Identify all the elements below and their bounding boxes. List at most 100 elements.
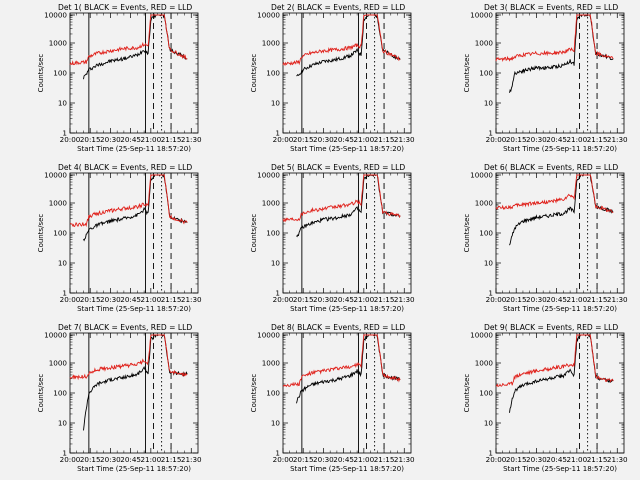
x-axis-label: Start Time (25-Sep-11 18:57:20) (290, 305, 404, 313)
x-tick-label: 21:30 (607, 295, 628, 304)
series-red-line (69, 334, 188, 381)
x-tick-label: 20:15 (293, 135, 314, 144)
panel-title: Det 7( BLACK = Events, RED = LLD (58, 323, 192, 332)
panel-title: Det 5( BLACK = Events, RED = LLD (271, 163, 405, 172)
x-tick-label: 20:30 (526, 455, 547, 464)
x-tick-label: 21:30 (394, 295, 415, 304)
x-tick-label: 21:30 (181, 295, 202, 304)
y-tick-label: 10000 (257, 171, 280, 180)
plot-frame (495, 172, 625, 294)
y-tick-label: 100 (479, 389, 493, 398)
y-tick-label: 10 (58, 99, 68, 108)
x-tick-label: 20:00 (273, 295, 294, 304)
panel-det-3: 1 10 100 1000 10000 20:00 20:15 20:30 20:45 21:00… (463, 3, 628, 153)
x-tick-label: 20:30 (313, 295, 334, 304)
panel-title: Det 2( BLACK = Events, RED = LLD (271, 3, 405, 12)
y-tick-label: 1000 (262, 199, 281, 208)
series-black-line (83, 13, 188, 80)
y-tick-label: 1000 (475, 199, 494, 208)
y-tick-label: 10 (58, 419, 68, 428)
plot-frame (69, 172, 199, 294)
series-red-line (495, 14, 614, 62)
x-axis-label: Start Time (25-Sep-11 18:57:20) (77, 305, 191, 313)
x-tick-label: 21:00 (353, 135, 374, 144)
y-tick-label: 1 (62, 129, 67, 138)
x-tick-label: 21:15 (161, 135, 182, 144)
y-tick-label: 100 (266, 389, 280, 398)
panel-title: Det 1( BLACK = Events, RED = LLD (58, 3, 192, 12)
y-tick-label: 100 (479, 69, 493, 78)
y-axis-label: Counts/sec (37, 374, 45, 413)
panel-det-7: 1 10 100 1000 10000 20:00 20:15 20:30 20:45 21:00… (37, 323, 202, 473)
x-tick-label: 21:00 (353, 455, 374, 464)
plot-frame (69, 12, 199, 134)
y-tick-label: 1 (275, 449, 280, 458)
y-tick-label: 1 (488, 289, 493, 298)
x-tick-label: 21:30 (181, 455, 202, 464)
y-tick-label: 1000 (262, 39, 281, 48)
x-axis-label: Start Time (25-Sep-11 18:57:20) (77, 145, 191, 153)
x-axis-label: Start Time (25-Sep-11 18:57:20) (503, 465, 617, 473)
x-tick-label: 20:45 (333, 295, 354, 304)
x-tick-label: 20:00 (60, 135, 81, 144)
x-tick-label: 21:00 (566, 295, 587, 304)
y-axis-label: Counts/sec (250, 374, 258, 413)
plot-frame (69, 332, 199, 454)
plot-frame (282, 172, 412, 294)
y-axis-label: Counts/sec (463, 54, 471, 93)
x-tick-label: 21:30 (607, 455, 628, 464)
x-tick-label: 21:00 (353, 295, 374, 304)
y-tick-label: 10 (271, 259, 281, 268)
x-tick-label: 21:00 (566, 455, 587, 464)
y-tick-label: 10 (484, 419, 494, 428)
x-tick-label: 20:15 (80, 455, 101, 464)
x-tick-label: 20:00 (486, 135, 507, 144)
y-tick-label: 1 (275, 129, 280, 138)
y-tick-label: 1000 (49, 199, 68, 208)
y-tick-label: 100 (266, 69, 280, 78)
y-tick-label: 1 (488, 129, 493, 138)
x-tick-label: 20:45 (120, 295, 141, 304)
x-tick-label: 20:15 (506, 135, 527, 144)
x-tick-label: 21:30 (394, 455, 415, 464)
y-tick-label: 1000 (262, 359, 281, 368)
y-tick-label: 1 (488, 449, 493, 458)
y-tick-label: 1 (62, 289, 67, 298)
y-tick-label: 1 (62, 449, 67, 458)
y-tick-label: 10 (271, 419, 281, 428)
y-axis-label: Counts/sec (463, 374, 471, 413)
x-tick-label: 21:15 (161, 295, 182, 304)
x-tick-label: 20:00 (273, 455, 294, 464)
series-red-line (282, 14, 401, 67)
x-tick-label: 21:15 (161, 455, 182, 464)
x-tick-label: 20:45 (546, 135, 567, 144)
x-tick-label: 20:00 (60, 455, 81, 464)
x-tick-label: 20:45 (120, 135, 141, 144)
y-tick-label: 100 (53, 229, 67, 238)
y-tick-label: 10000 (470, 171, 493, 180)
x-axis-label: Start Time (25-Sep-11 18:57:20) (290, 465, 404, 473)
y-tick-label: 1000 (49, 39, 68, 48)
y-tick-label: 10000 (44, 11, 67, 20)
panel-title: Det 9( BLACK = Events, RED = LLD (484, 323, 618, 332)
x-tick-label: 20:30 (526, 135, 547, 144)
series-black-line (509, 173, 614, 246)
x-tick-label: 20:45 (120, 455, 141, 464)
x-tick-label: 21:30 (394, 135, 415, 144)
x-tick-label: 20:45 (333, 455, 354, 464)
panel-title: Det 8( BLACK = Events, RED = LLD (271, 323, 405, 332)
y-axis-label: Counts/sec (250, 214, 258, 253)
panel-det-9: 1 10 100 1000 10000 20:00 20:15 20:30 20:45 21:00… (463, 323, 628, 473)
x-tick-label: 20:15 (506, 455, 527, 464)
y-tick-label: 100 (53, 389, 67, 398)
x-tick-label: 21:30 (607, 135, 628, 144)
x-tick-label: 20:30 (100, 455, 121, 464)
x-tick-label: 21:15 (587, 455, 608, 464)
series-red-line (282, 174, 401, 223)
x-tick-label: 20:30 (100, 135, 121, 144)
x-tick-label: 20:00 (486, 295, 507, 304)
x-axis-label: Start Time (25-Sep-11 18:57:20) (503, 145, 617, 153)
y-tick-label: 10000 (44, 171, 67, 180)
y-tick-label: 1000 (475, 39, 494, 48)
x-axis-label: Start Time (25-Sep-11 18:57:20) (290, 145, 404, 153)
